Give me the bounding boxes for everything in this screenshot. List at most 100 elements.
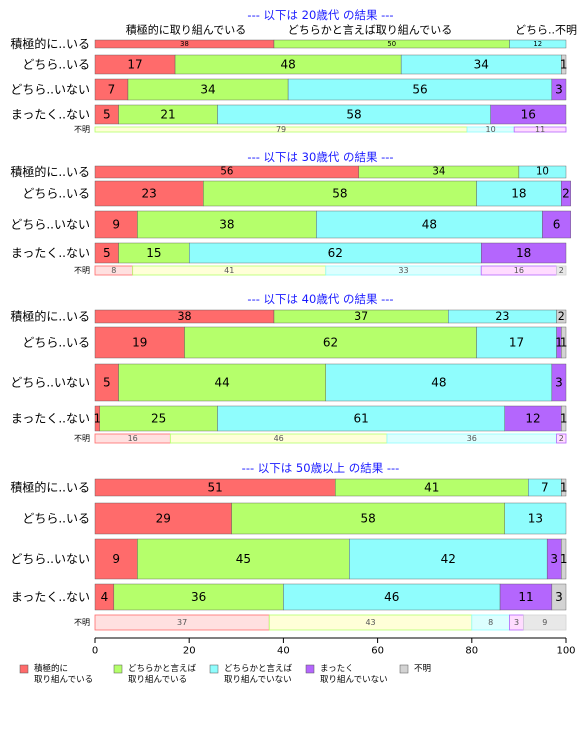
data-label: 34 [432,167,445,178]
data-label: 3 [555,376,563,390]
data-label: 4 [101,590,109,604]
x-tick-label: 80 [465,646,478,657]
data-label: 7 [541,481,549,495]
bar-segment [184,326,477,359]
legend-label: まったく [320,664,354,674]
bar-segment [561,538,567,580]
top-column-label: どちらかと言えば取り組んでいる [288,24,452,37]
panel-title: --- 以下は 30歳代 の結果 --- [247,150,393,164]
data-label: 2 [558,310,565,323]
unknown-data-label: 41 [224,266,234,275]
bar-segment [94,538,138,580]
data-label: 1 [560,481,568,495]
row-label: どちら..いる [22,512,90,526]
unknown-data-label: 2 [559,434,564,443]
data-label: 18 [516,246,531,260]
unknown-row-label: 不明 [74,125,90,134]
data-label: 38 [177,310,191,323]
data-label: 50 [387,40,396,48]
row-label: どちら..いる [22,336,90,350]
row-label: どちら..いる [22,58,90,72]
legend-swatch [305,664,315,674]
bar-segment [499,583,553,611]
data-label: 48 [422,218,437,232]
bar-segment [118,363,326,402]
row-label: 積極的に..いる [10,164,90,179]
legend-label: 積極的に [34,663,68,674]
data-label: 56 [220,167,233,178]
unknown-data-label: 11 [535,125,545,134]
unknown-bar-segment [556,433,567,444]
legend-label: どちらかと言えば [128,663,197,674]
data-label: 61 [353,412,368,426]
data-label: 9 [112,218,120,232]
unknown-data-label: 9 [542,618,547,627]
data-label: 7 [108,83,116,97]
data-label: 29 [156,512,171,526]
legend-label: どちらかと言えば [224,663,293,674]
bar-segment [94,210,138,239]
data-label: 5 [103,376,111,390]
legend-label: 不明 [414,664,431,674]
x-tick-label: 0 [92,646,98,657]
data-label: 5 [103,246,111,260]
data-label: 62 [323,336,338,350]
data-label: 58 [361,512,376,526]
data-label: 51 [207,481,222,495]
data-label: 48 [431,376,446,390]
bar-segment [113,583,284,611]
panel-title: --- 以下は 20歳代 の結果 --- [247,8,393,22]
panel-title: --- 以下は 50歳以上 の結果 --- [242,461,400,475]
data-label: 36 [191,590,206,604]
data-label: 9 [112,552,120,566]
legend-label: 取り組んでいない [320,674,388,685]
bar-segment [556,309,567,324]
data-label: 1 [560,412,568,426]
unknown-data-label: 43 [365,618,375,627]
bar-segment [561,180,571,207]
unknown-bar-segment [523,614,567,631]
row-label: まったく..ない [11,246,90,260]
data-label: 18 [511,187,526,201]
unknown-data-label: 16 [514,266,524,275]
data-label: 6 [553,218,561,232]
data-label: 34 [474,58,489,72]
data-label: 10 [536,167,549,178]
data-label: 15 [146,246,161,260]
data-label: 17 [127,58,142,72]
x-tick-label: 100 [556,646,575,657]
bar-segment [509,39,567,49]
data-label: 42 [441,552,456,566]
row-label: どちら..いない [10,218,90,232]
bar-segment [476,326,557,359]
row-label: どちら..いない [10,376,90,390]
bar-segment [99,405,218,432]
legend-label: 取り組んでいない [224,674,292,685]
data-label: 1 [555,336,563,350]
bar-segment [490,104,567,125]
data-label: 38 [219,218,234,232]
top-column-label: どちら..不明 [515,24,577,37]
data-label: 1 [560,336,568,350]
bar-segment [94,326,185,359]
unknown-data-label: 37 [177,618,187,627]
data-label: 12 [525,412,540,426]
bar-segment [325,363,553,402]
x-tick-label: 60 [371,646,384,657]
data-label: 19 [132,336,147,350]
unknown-bar-segment [513,126,567,133]
data-label: 44 [215,376,230,390]
row-label: どちら..いる [22,187,90,201]
data-label: 17 [509,336,524,350]
row-label: どちら..いない [10,83,90,97]
data-label: 1 [94,412,102,426]
legend-label: 取り組んでいる [128,674,187,685]
unknown-data-label: 8 [488,618,493,627]
bar-segment [504,405,562,432]
panel-title: --- 以下は 40歳代 の結果 --- [247,292,393,306]
unknown-data-label: 8 [111,266,116,275]
legend-swatch [113,664,123,674]
bar-segment [476,180,562,207]
bar-segment [551,583,567,611]
